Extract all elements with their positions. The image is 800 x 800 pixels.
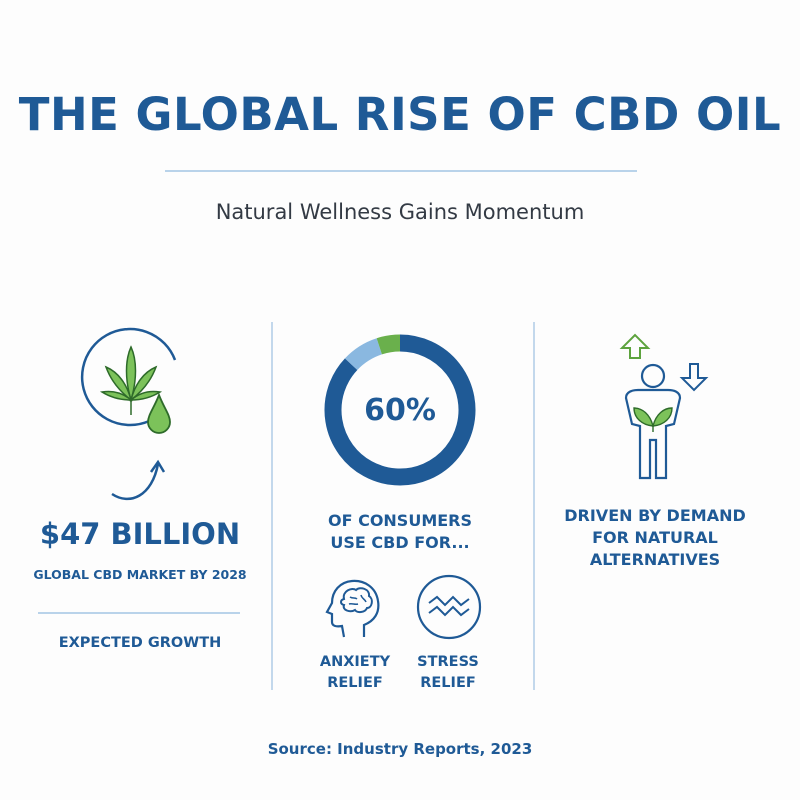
consumer-donut-chart (324, 334, 476, 486)
consumers-line-1: OF CONSUMERS (327, 511, 473, 530)
arrow-up-icon (619, 333, 651, 359)
oil-drop-icon (147, 392, 171, 434)
source-note: Source: Industry Reports, 2023 (267, 740, 533, 758)
consumers-caption: OF CONSUMERS USE CBD FOR... (290, 510, 510, 554)
stress-waves-icon (416, 574, 482, 640)
demand-line: ALTERNATIVES (589, 550, 721, 569)
donut-segment-1 (344, 338, 383, 371)
demand-line: DRIVEN BY DEMAND (564, 506, 746, 525)
arrow-down-icon (679, 363, 709, 392)
demand-line: FOR NATURAL (592, 528, 718, 547)
cbd-leaf-oil-icon (80, 327, 177, 500)
growth-note: EXPECTED GROWTH (58, 635, 222, 651)
market-value: $47 BILLION (39, 517, 241, 551)
page-title: THE GLOBAL RISE OF CBD OIL (18, 88, 782, 141)
cannabis-leaf-icon (99, 345, 163, 415)
circle-outline-icon (80, 327, 177, 427)
column-divider (271, 322, 273, 690)
subtitle: Natural Wellness Gains Momentum (215, 200, 585, 224)
use-label-line: ANXIETY (319, 654, 391, 670)
use-label-anxiety: ANXIETY RELIEF (305, 652, 405, 694)
donut-segment-0 (324, 334, 476, 486)
donut-segment-2 (376, 334, 401, 355)
column-divider (533, 322, 535, 690)
donut-percent-label: 60% (364, 393, 436, 428)
market-caption: GLOBAL CBD MARKET BY 2028 (33, 567, 247, 582)
curved-arrow-up-icon (111, 459, 166, 500)
sprout-icon (633, 407, 673, 432)
demand-caption: DRIVEN BY DEMAND FOR NATURAL ALTERNATIVE… (550, 505, 760, 571)
use-label-line: RELIEF (327, 675, 383, 691)
brain-head-icon (325, 579, 380, 638)
use-label-line: STRESS (417, 654, 479, 670)
title-divider (165, 170, 637, 172)
person-plant-arrows-icon (619, 333, 709, 480)
consumers-line-2: USE CBD FOR... (330, 533, 470, 552)
use-label-stress: STRESS RELIEF (398, 652, 498, 694)
divider (38, 612, 240, 614)
use-label-line: RELIEF (420, 675, 476, 691)
